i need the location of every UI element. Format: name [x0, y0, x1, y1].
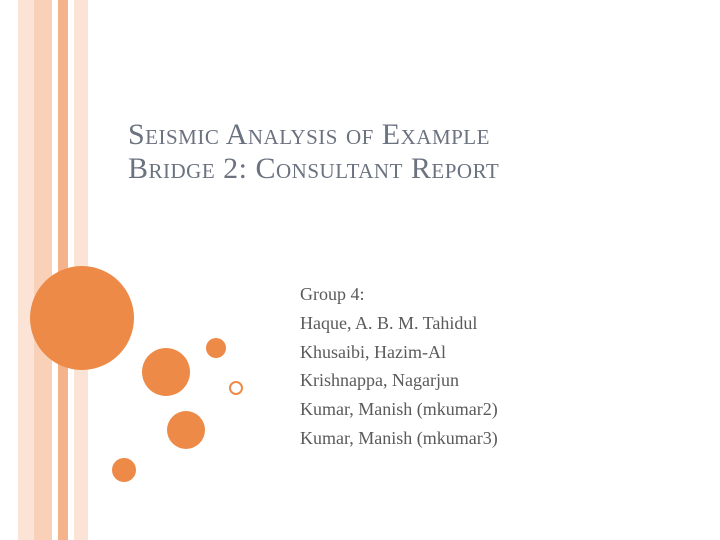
title-line-2: Bridge 2: Consultant Report: [128, 152, 499, 186]
body-line: Group 4:: [300, 280, 498, 309]
body-line: Krishnappa, Nagarjun: [300, 366, 498, 395]
stripe: [18, 0, 34, 540]
body-line: Khusaibi, Hazim-Al: [300, 338, 498, 367]
body-line: Kumar, Manish (mkumar3): [300, 424, 498, 453]
slide-title: Seismic Analysis of Example Bridge 2: Co…: [128, 118, 499, 186]
decorative-circle: [206, 338, 226, 358]
decorative-circle: [167, 411, 205, 449]
body-text: Group 4:Haque, A. B. M. TahidulKhusaibi,…: [300, 280, 498, 453]
decorative-circle: [229, 381, 243, 395]
body-line: Haque, A. B. M. Tahidul: [300, 309, 498, 338]
stripe: [34, 0, 52, 540]
decorative-circle: [112, 458, 136, 482]
body-line: Kumar, Manish (mkumar2): [300, 395, 498, 424]
decorative-circle: [142, 348, 190, 396]
title-line-1: Seismic Analysis of Example: [128, 118, 499, 152]
decorative-circle: [30, 266, 134, 370]
